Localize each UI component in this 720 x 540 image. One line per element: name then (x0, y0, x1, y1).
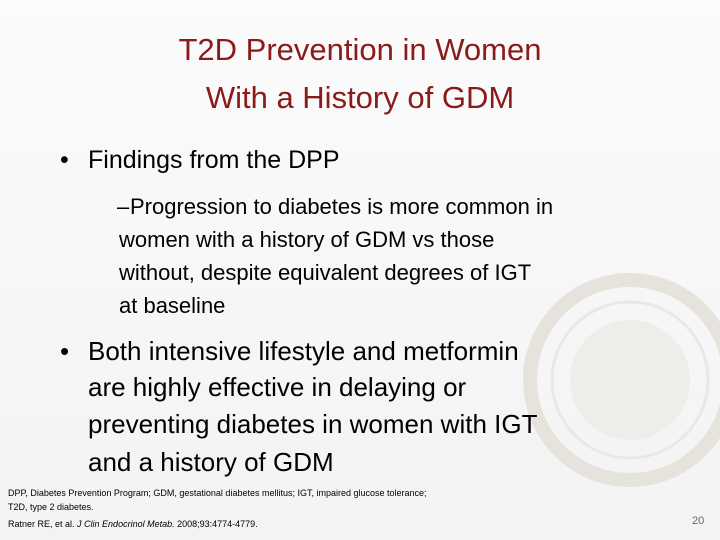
bullet-text: Findings from the DPP (88, 146, 340, 174)
sub-bullet-text: at baseline (119, 293, 226, 318)
bullet-marker: • (60, 336, 70, 366)
bullet-text: are highly effective in delaying or (88, 372, 467, 402)
sub-bullet-text: Progression to diabetes is more common i… (130, 194, 554, 219)
watermark-logo (523, 273, 720, 487)
page-number: 20 (692, 515, 705, 527)
bullet-marker: • (60, 146, 69, 174)
bullet-text: preventing diabetes in women with IGT (88, 409, 538, 439)
title-line: T2D Prevention in Women (178, 32, 542, 67)
sub-bullet-text: without, despite equivalent degrees of I… (119, 260, 532, 285)
reference-authors: Ratner RE, et al. (8, 519, 75, 529)
bullet-text: Both intensive lifestyle and metformin (88, 336, 519, 366)
bullet-text: and a history of GDM (88, 447, 334, 477)
reference-citation: 2008;93:4774-4779. (177, 519, 258, 529)
reference-journal: J Clin Endocrinol Metab. (77, 519, 175, 529)
sub-bullet-text: women with a history of GDM vs those (119, 227, 495, 252)
footnote: T2D, type 2 diabetes. (8, 502, 94, 512)
title-line: With a History of GDM (205, 80, 515, 115)
reference: Ratner RE, et al. J Clin Endocrinol Meta… (8, 520, 258, 529)
footnote: DPP, Diabetes Prevention Program; GDM, g… (8, 488, 427, 498)
sub-bullet-marker: – (117, 194, 130, 219)
